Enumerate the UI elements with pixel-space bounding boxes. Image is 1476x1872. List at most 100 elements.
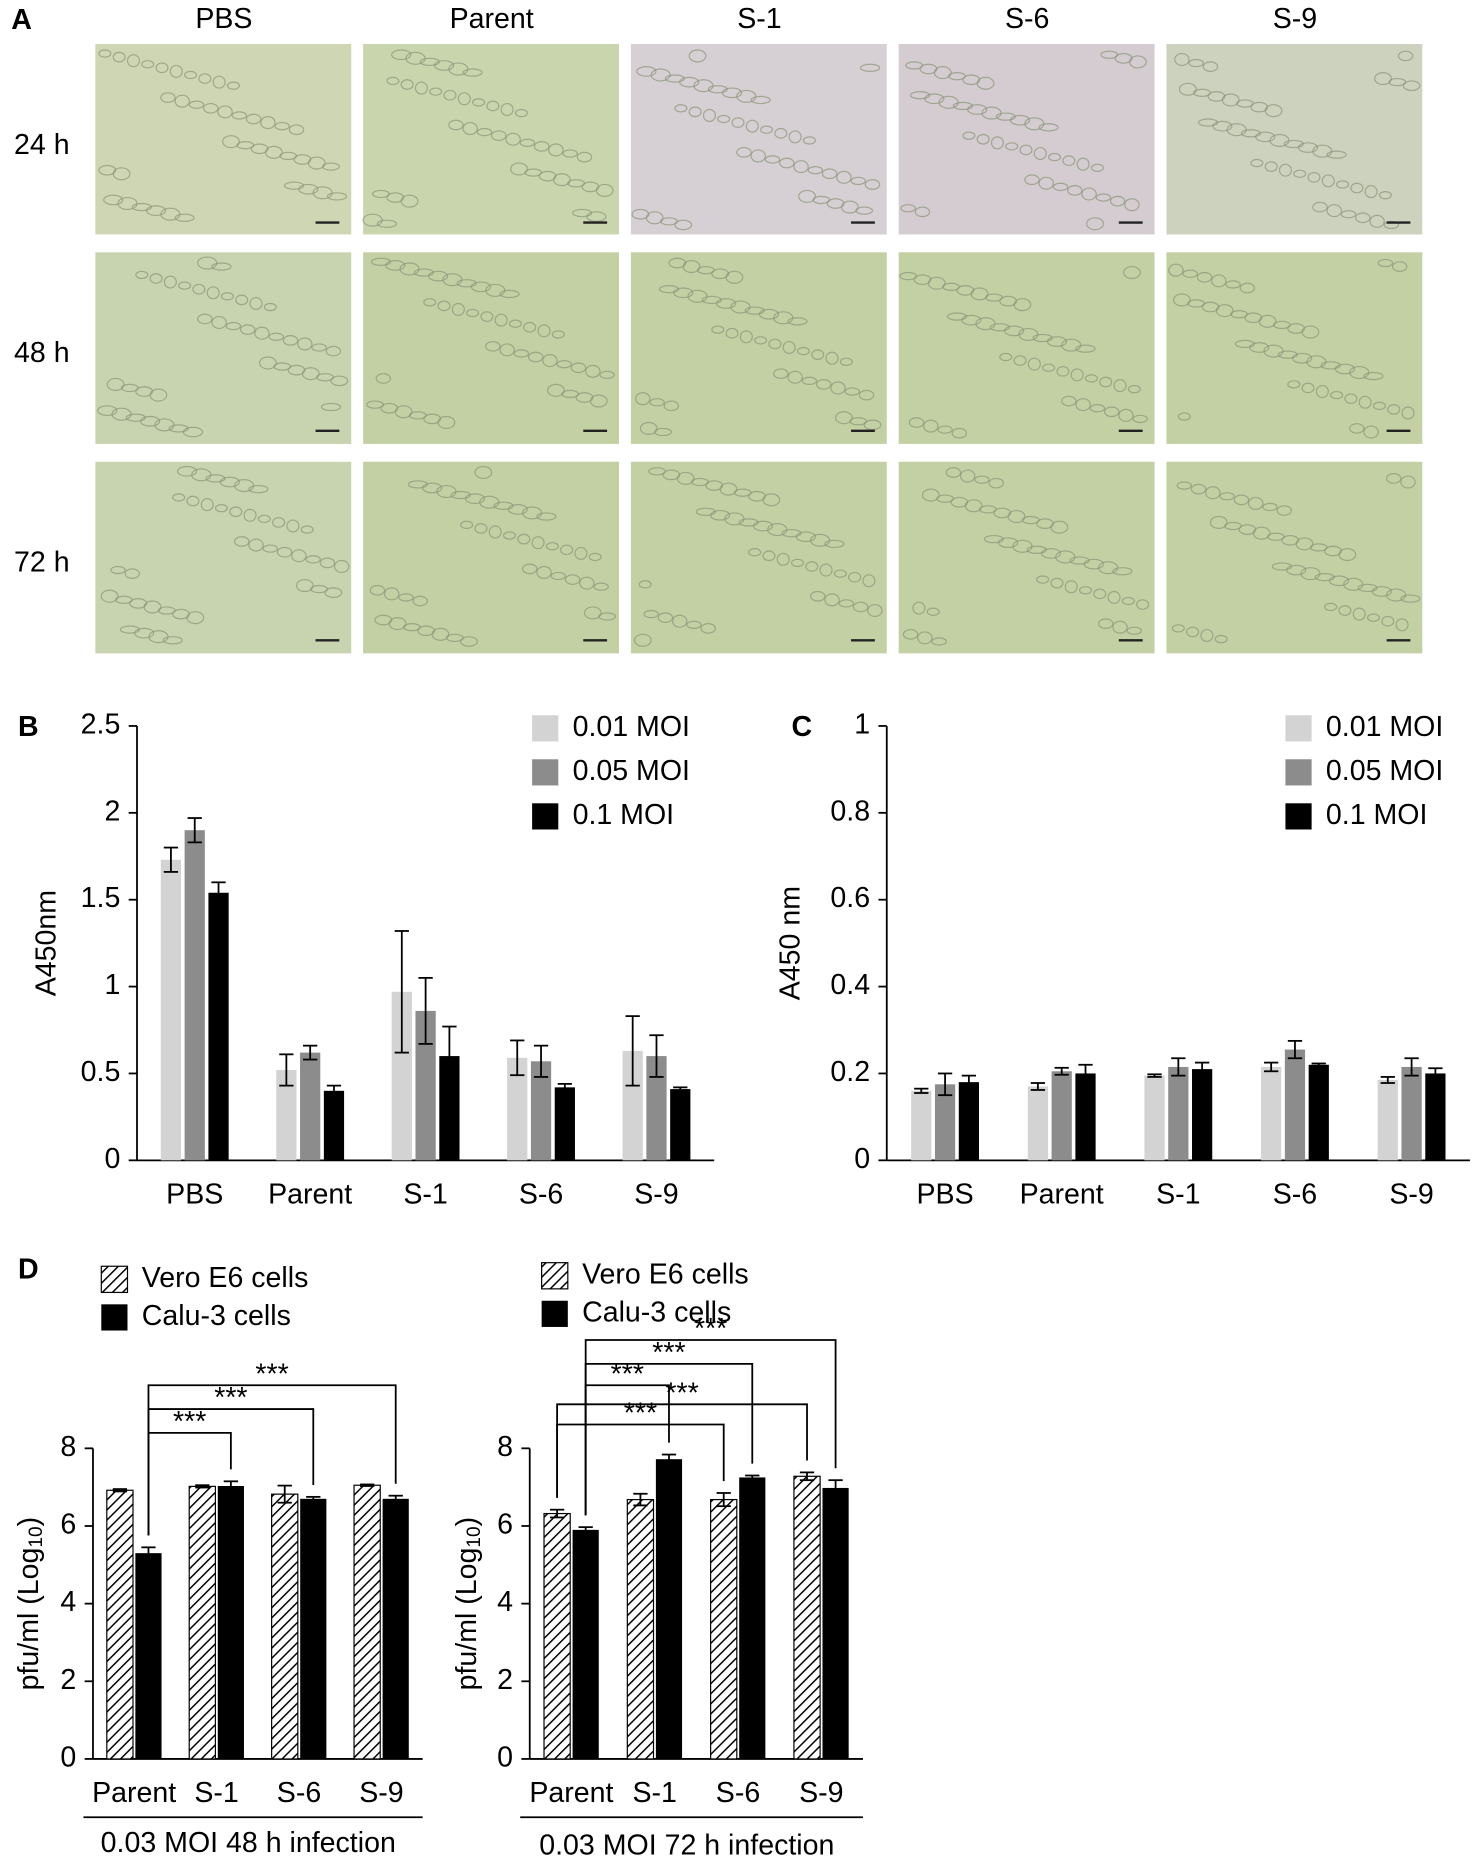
x-tick-label: PBS xyxy=(166,1179,223,1211)
cell xyxy=(499,289,520,299)
legend-label: 0.01 MOI xyxy=(1326,711,1443,743)
cell xyxy=(1172,293,1191,307)
cell xyxy=(1336,180,1350,189)
cell xyxy=(1086,217,1104,231)
error-bar xyxy=(1404,1057,1419,1077)
cell xyxy=(556,360,572,369)
cell xyxy=(1334,363,1356,375)
column-label: PBS xyxy=(195,3,252,35)
y-axis-label: A450 nm xyxy=(774,886,806,1000)
y-tick-label: 6 xyxy=(497,1509,513,1541)
y-tick-label: 0 xyxy=(497,1741,513,1773)
bar xyxy=(1425,1073,1446,1161)
cell xyxy=(155,62,169,74)
cell xyxy=(1013,298,1032,312)
cell xyxy=(848,571,862,583)
cell xyxy=(324,587,343,599)
cell xyxy=(542,354,558,368)
cell xyxy=(1200,628,1214,643)
error-bar xyxy=(1030,1082,1046,1091)
cell xyxy=(474,523,488,534)
cell xyxy=(1278,163,1292,177)
cell xyxy=(1182,269,1198,278)
cell xyxy=(545,542,559,551)
x-tick-label: S-1 xyxy=(632,1777,676,1809)
cell xyxy=(862,574,876,588)
cell xyxy=(731,117,745,128)
cell xyxy=(926,607,940,616)
cell xyxy=(750,95,771,105)
cell xyxy=(1056,365,1070,377)
cell xyxy=(330,375,349,387)
cell xyxy=(507,504,528,515)
cell xyxy=(937,425,953,434)
cell xyxy=(564,574,581,585)
cell xyxy=(470,281,492,293)
cell xyxy=(1378,191,1392,200)
y-tick-label: 2.5 xyxy=(81,708,121,740)
significance-label: *** xyxy=(624,1398,657,1430)
bar xyxy=(1377,1079,1398,1161)
bar xyxy=(271,1493,299,1760)
error-bar xyxy=(828,1479,843,1497)
cell xyxy=(821,168,838,180)
cell xyxy=(902,628,919,640)
cell xyxy=(1212,120,1233,132)
cell xyxy=(1372,401,1386,410)
cell xyxy=(536,565,552,579)
bar xyxy=(911,1090,932,1161)
cell xyxy=(460,636,478,647)
cell xyxy=(1103,406,1120,418)
cell xyxy=(385,260,406,271)
cell xyxy=(717,114,731,124)
bar xyxy=(1192,1069,1213,1161)
cell xyxy=(1352,607,1366,621)
cell xyxy=(176,465,198,477)
cell xyxy=(1007,509,1026,524)
cell xyxy=(262,544,279,553)
cell xyxy=(552,173,571,187)
cell xyxy=(793,160,809,174)
x-tick-label: S-6 xyxy=(519,1179,563,1211)
cell xyxy=(576,151,593,163)
cell xyxy=(802,136,816,145)
cell xyxy=(222,135,240,149)
cell xyxy=(186,495,200,507)
cell xyxy=(801,376,818,385)
cell xyxy=(1188,58,1204,68)
cell xyxy=(502,531,517,540)
cell xyxy=(1107,590,1121,604)
error-bar xyxy=(211,881,226,905)
cell xyxy=(325,345,342,357)
bar xyxy=(1168,1066,1189,1161)
bar xyxy=(382,1498,409,1759)
cell xyxy=(1093,588,1107,600)
cell xyxy=(519,138,536,147)
column-label: S-6 xyxy=(1005,3,1049,35)
cell xyxy=(160,92,176,103)
cell xyxy=(1121,596,1135,606)
cell xyxy=(1046,336,1068,347)
cell xyxy=(762,493,781,507)
cell xyxy=(1196,271,1213,283)
bar xyxy=(670,1089,691,1161)
legend-swatch xyxy=(1285,803,1312,830)
bar xyxy=(1027,1086,1049,1161)
y-axis-label: A450nm xyxy=(30,890,62,996)
cell xyxy=(900,204,916,213)
bar xyxy=(1144,1075,1165,1161)
cell xyxy=(663,400,680,412)
cell xyxy=(172,493,186,502)
cell xyxy=(272,517,286,528)
cell xyxy=(1127,384,1141,394)
cell xyxy=(145,205,167,216)
cell xyxy=(1387,404,1401,415)
cell xyxy=(959,469,976,483)
cell xyxy=(725,270,744,284)
cell xyxy=(643,609,659,619)
cell xyxy=(1397,50,1414,62)
cell xyxy=(858,389,875,401)
cell xyxy=(192,283,206,295)
error-bar xyxy=(388,1494,403,1503)
